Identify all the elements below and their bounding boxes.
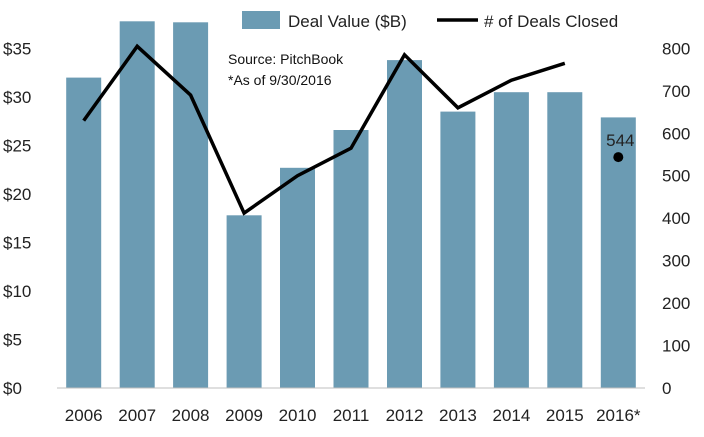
bar-2013 [440,111,476,388]
x-tick-label: 2012 [386,406,424,425]
bar-series-deal-value [66,21,636,389]
bar-2014 [493,92,529,388]
bar-2009 [226,215,262,388]
y-left-tick-label: $10 [3,282,31,301]
x-tick-label: 2008 [172,406,210,425]
line-deals-closed [82,43,566,216]
bar-2006 [66,77,102,388]
source-note: Source: PitchBook *As of 9/30/2016 [228,51,344,88]
line-series-deals-closed [82,43,566,216]
source-text: Source: PitchBook [228,51,344,67]
y-left-tick-label: $5 [3,331,22,350]
y-right-tick-label: 100 [662,337,690,356]
y-left-tick-label: $15 [3,234,31,253]
x-tick-label: 2010 [279,406,317,425]
y-right-tick-label: 300 [662,252,690,271]
bar-2016 [600,117,636,389]
y-left-tick-label: $35 [3,40,31,59]
bar-2015 [547,92,583,388]
y-right-tick-label: 500 [662,167,690,186]
y-right-tick-label: 800 [662,39,690,58]
legend-label-deal-value: Deal Value ($B) [288,12,407,31]
as-of-note: *As of 9/30/2016 [228,72,332,88]
point-deals-closed-2016 [613,152,624,163]
point-series-2016: 544 [606,131,634,163]
y-axis-left-ticks: $0 $5 $10 $15 $20 $25 $30 $35 [3,40,31,399]
y-left-tick-label: $25 [3,137,31,156]
legend-swatch-deal-value [242,11,280,29]
y-axis-right-ticks: 0 100 200 300 400 500 600 700 800 [662,39,690,398]
data-label-2016: 544 [606,131,634,150]
y-left-tick-label: $0 [3,379,22,398]
x-tick-label: 2015 [546,406,584,425]
legend-label-deals-closed: # of Deals Closed [484,12,618,31]
y-right-tick-label: 700 [662,82,690,101]
bar-2012 [387,60,422,388]
x-axis-ticks: 2006 2007 2008 2009 2010 2011 2012 2013 2014 2015… [65,406,641,425]
y-right-tick-label: 0 [662,379,671,398]
bar-2007 [119,21,155,389]
x-tick-label: 2006 [65,406,103,425]
x-tick-label: 2007 [118,406,156,425]
y-right-tick-label: 600 [662,124,690,143]
x-tick-label: 2014 [492,406,530,425]
y-left-tick-label: $20 [3,185,31,204]
legend: Deal Value ($B) # of Deals Closed [242,11,618,31]
y-right-tick-label: 200 [662,294,690,313]
bar-2010 [280,167,315,388]
bar-2008 [173,22,209,389]
y-left-tick-label: $30 [3,88,31,107]
x-tick-label: 2011 [333,406,370,425]
x-tick-label: 2009 [225,406,263,425]
y-right-tick-label: 400 [662,209,690,228]
x-tick-label: 2016* [596,406,641,425]
bar-2011 [333,130,369,388]
x-tick-label: 2013 [439,406,477,425]
